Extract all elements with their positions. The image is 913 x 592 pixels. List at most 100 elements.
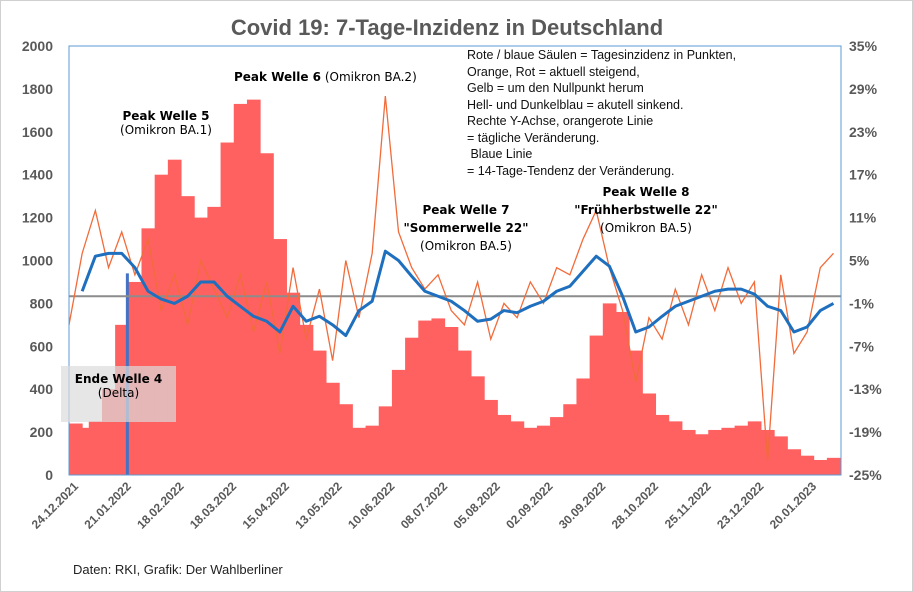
incidence-bar: [655, 414, 670, 475]
incidence-bar: [286, 292, 301, 475]
incidence-bar: [629, 350, 643, 475]
legend-text: Rote / blaue Säulen = Tagesinzidenz in P…: [467, 48, 737, 178]
y-left-tick-label: 0: [45, 467, 53, 483]
incidence-bar: [602, 303, 617, 475]
x-tick-label: 21.01.2022: [81, 479, 134, 532]
incidence-bar: [523, 427, 538, 475]
incidence-bar: [312, 350, 327, 475]
incidence-bar: [563, 404, 577, 475]
annotation-peak-8: Peak Welle 8 "Frühherbstwelle 22" (Omikron…: [566, 183, 726, 237]
y-right-tick-label: -25%: [849, 467, 882, 483]
incidence-bar: [378, 406, 393, 475]
y-left-tick-label: 1000: [22, 253, 53, 269]
y-right-tick-label: 29%: [849, 81, 878, 97]
incidence-bar: [721, 427, 736, 475]
incidence-bar: [787, 449, 802, 475]
incidence-bar: [418, 320, 432, 475]
annotation-title: Peak Welle 7: [422, 203, 510, 217]
incidence-bar: [800, 455, 815, 475]
y-right-tick-label: 35%: [849, 38, 878, 54]
annotation-peak-5: Peak Welle 5 (Omikron BA.1): [96, 109, 236, 137]
incidence-bar: [273, 239, 287, 475]
source-note: Daten: RKI, Grafik: Der Wahlberliner: [73, 562, 283, 577]
x-tick-label: 23.12.2022: [714, 479, 767, 532]
annotation-peak-6: Peak Welle 6 (Omikron BA.2): [234, 70, 417, 84]
incidence-bar: [457, 350, 472, 475]
x-tick-label: 10.06.2022: [345, 479, 398, 532]
incidence-bar: [405, 337, 419, 475]
trend-14-day-line: [80, 249, 835, 338]
y-left-tick-label: 600: [30, 338, 54, 354]
annotation-sub: (Omikron BA.5): [420, 239, 512, 253]
incidence-bar: [75, 427, 90, 475]
incidence-bar: [391, 369, 406, 475]
incidence-bar: [444, 326, 459, 475]
x-tick-label: 05.08.2022: [451, 479, 504, 532]
incidence-bar: [352, 427, 367, 475]
incidence-bar: [813, 459, 828, 475]
incidence-bar: [260, 153, 274, 475]
incidence-bar: [774, 436, 788, 475]
annotation-title: Peak Welle 5: [122, 109, 210, 123]
incidence-bar: [708, 429, 722, 475]
incidence-bar: [431, 318, 446, 475]
incidence-bar: [326, 382, 340, 475]
annotation-sub: (Omikron BA.2): [324, 70, 417, 84]
y-left-tick-label: 800: [30, 295, 54, 311]
incidence-bar: [615, 311, 630, 475]
incidence-bar: [299, 324, 314, 475]
annotation-title: Peak Welle 8: [602, 185, 690, 199]
incidence-bar: [471, 376, 485, 475]
incidence-bar: [365, 425, 380, 475]
x-tick-label: 18.03.2022: [187, 479, 240, 532]
y-right-tick-label: 23%: [849, 124, 878, 140]
incidence-bar: [497, 414, 512, 475]
y-right-tick-label: -13%: [849, 381, 882, 397]
incidence-bar: [181, 196, 195, 475]
y-right-tick-label: -7%: [849, 338, 874, 354]
incidence-bar: [826, 457, 841, 475]
x-tick-label: 25.11.2022: [662, 479, 714, 531]
x-tick-label: 15.04.2022: [240, 479, 293, 532]
annotation-title2: "Frühherbstwelle 22": [574, 203, 718, 217]
daily-change-line: [68, 95, 834, 461]
chart-title: Covid 19: 7-Tage-Inzidenz in Deutschland: [231, 15, 663, 40]
incidence-bar: [167, 159, 182, 475]
incidence-bar: [536, 425, 551, 475]
incidence-bar: [576, 378, 591, 475]
x-tick-label: 20.01.2023: [767, 479, 820, 532]
annotation-sub: (Delta): [97, 386, 140, 400]
incidence-bar: [154, 174, 169, 475]
incidence-bar: [734, 425, 749, 475]
y-left-tick-label: 1800: [22, 81, 53, 97]
annotation-title2: "Sommerwelle 22": [403, 221, 529, 235]
incidence-bar: [207, 206, 222, 475]
plot-area-border: [68, 45, 842, 476]
incidence-bar: [339, 404, 353, 475]
incidence-bar: [194, 217, 208, 475]
x-tick-label: 24.12.2021: [29, 479, 82, 532]
annotation-title: Ende Welle 4: [74, 372, 163, 386]
y-right-tick-label: 17%: [849, 167, 878, 183]
incidence-bar: [246, 99, 261, 475]
incidence-bar: [747, 421, 762, 475]
incidence-bar: [695, 434, 709, 475]
annotation-ende-welle-4: Ende Welle 4 (Delta): [61, 372, 176, 400]
ende-welle-4-box: [61, 366, 176, 422]
y-left-tick-label: 200: [30, 424, 54, 440]
y-right-tick-label: 5%: [849, 253, 870, 269]
x-tick-label: 28.10.2022: [609, 479, 662, 532]
annotation-sub: (Omikron BA.1): [120, 123, 212, 137]
y-right-tick-label: 11%: [849, 210, 877, 226]
incidence-bar: [642, 393, 657, 475]
y-left-tick-label: 400: [30, 381, 54, 397]
incidence-bar: [681, 429, 696, 475]
y-left-tick-label: 1400: [22, 167, 53, 183]
incidence-bar: [510, 421, 525, 475]
x-tick-label: 13.05.2022: [292, 479, 345, 532]
incidence-bar: [484, 399, 498, 475]
annotation-title: Peak Welle 6: [234, 70, 322, 84]
incidence-bar: [220, 142, 235, 475]
